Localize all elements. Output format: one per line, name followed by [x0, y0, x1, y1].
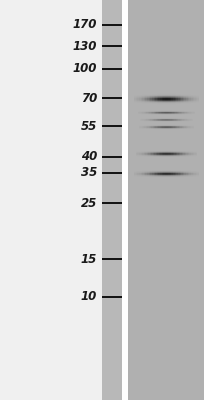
Text: 170: 170	[73, 18, 97, 31]
Text: 100: 100	[73, 62, 97, 75]
Text: 35: 35	[81, 166, 97, 179]
Text: 70: 70	[81, 92, 97, 104]
Text: 15: 15	[81, 253, 97, 266]
Bar	[128, 0, 204, 400]
Text: 25: 25	[81, 197, 97, 210]
Text: 55: 55	[81, 120, 97, 132]
Text: 40: 40	[81, 150, 97, 163]
Text: 130: 130	[73, 40, 97, 52]
Bar	[122, 0, 128, 400]
Bar	[102, 0, 122, 400]
Text: 10: 10	[81, 290, 97, 303]
